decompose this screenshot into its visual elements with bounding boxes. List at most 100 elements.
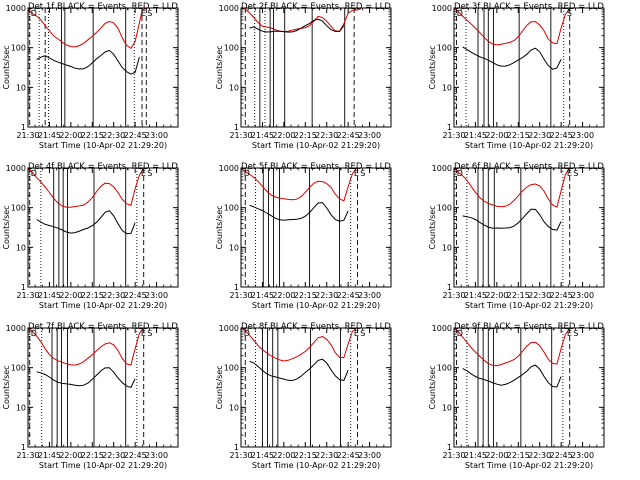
plot-frame — [27, 327, 179, 448]
x-tick-label: 21:30 — [16, 451, 39, 460]
x-tick-label: 21:45 — [251, 451, 274, 460]
plot-frame — [240, 167, 392, 288]
x-tick-label: 21:45 — [464, 451, 487, 460]
chart-title: Det 4f BLACK = Events, RED = LLD — [28, 162, 178, 172]
x-tick-label: 21:30 — [442, 451, 465, 460]
marker-label: D — [457, 9, 463, 18]
x-tick-label: 22:15 — [81, 451, 104, 460]
plot-frame — [453, 327, 605, 448]
x-tick-label: 22:15 — [294, 131, 317, 140]
x-axis-label: Start Time (10-Apr-02 21:29:20) — [465, 301, 593, 310]
events-series-line — [462, 364, 562, 388]
y-tick-label: 1000 — [6, 4, 26, 13]
y-tick-label: 10 — [16, 403, 26, 412]
x-tick-label: 22:15 — [507, 291, 530, 300]
x-tick-label: 21:45 — [38, 291, 61, 300]
y-axis-label: Counts/sec — [215, 45, 224, 89]
y-tick-label: 1000 — [219, 164, 239, 173]
y-tick-label: 10 — [16, 83, 26, 92]
events-series-line — [462, 208, 562, 231]
y-axis-label: Counts/sec — [2, 205, 11, 249]
chart-title: Det 5f BLACK = Events, RED = LLD — [241, 162, 391, 172]
y-tick-label: 1000 — [432, 164, 452, 173]
x-tick-label: 21:45 — [38, 451, 61, 460]
x-tick-label: 23:00 — [571, 291, 594, 300]
chart-title: Det 9f BLACK = Events, RED = LLD — [454, 322, 604, 332]
chart-title: Det 1f BLACK = Events, RED = LLD — [28, 2, 178, 12]
x-tick-label: 21:30 — [442, 131, 465, 140]
y-tick-label: 100 — [11, 204, 26, 213]
marker-label: E — [141, 169, 146, 178]
y-tick-label: 1000 — [219, 324, 239, 333]
x-tick-label: 22:15 — [81, 291, 104, 300]
y-tick-label: 1 — [234, 283, 239, 292]
x-tick-label: 22:00 — [485, 131, 508, 140]
y-tick-label: 1000 — [432, 324, 452, 333]
x-tick-label: 22:30 — [315, 291, 338, 300]
y-tick-label: 10 — [442, 403, 452, 412]
y-tick-label: 1000 — [219, 4, 239, 13]
x-tick-label: 22:30 — [528, 451, 551, 460]
lld-series-line — [241, 328, 358, 362]
x-tick-label: 23:00 — [571, 451, 594, 460]
x-tick-label: 21:30 — [229, 291, 252, 300]
x-tick-label: 22:30 — [102, 131, 125, 140]
x-tick-label: 22:15 — [294, 291, 317, 300]
marker-label: E — [354, 329, 359, 338]
x-axis-label: Start Time (10-Apr-02 21:29:20) — [465, 461, 593, 470]
x-tick-label: 21:45 — [38, 131, 61, 140]
marker-label: S — [147, 169, 152, 178]
marker-label: S — [573, 329, 578, 338]
x-tick-label: 22:45 — [337, 131, 360, 140]
x-tick-label: 23:00 — [358, 451, 381, 460]
y-tick-label: 1 — [21, 123, 26, 132]
y-tick-label: 100 — [437, 44, 452, 53]
lld-series-line — [454, 328, 571, 367]
x-axis-label: Start Time (10-Apr-02 21:29:20) — [252, 301, 380, 310]
chart-title: Det 3f BLACK = Events, RED = LLD — [454, 2, 604, 12]
chart-title: Det 7f BLACK = Events, RED = LLD — [28, 322, 178, 332]
y-tick-label: 100 — [437, 364, 452, 373]
y-axis-label: Counts/sec — [2, 45, 11, 89]
marker-label: D — [457, 169, 463, 178]
x-tick-label: 22:45 — [337, 291, 360, 300]
marker-label: D — [457, 329, 463, 338]
events-series-line — [36, 49, 140, 75]
x-tick-label: 21:30 — [229, 451, 252, 460]
x-tick-label: 22:45 — [337, 451, 360, 460]
y-tick-label: 1 — [21, 443, 26, 452]
lld-series-line — [28, 168, 145, 208]
plot-frame — [453, 167, 605, 288]
x-tick-label: 22:45 — [124, 291, 147, 300]
x-tick-label: 21:45 — [251, 291, 274, 300]
x-tick-label: 22:00 — [272, 291, 295, 300]
marker-label: E — [141, 9, 146, 18]
y-tick-label: 10 — [16, 243, 26, 252]
chart-title: Det 2f BLACK = Events, RED = LLD — [241, 2, 391, 12]
events-series-line — [249, 18, 345, 33]
lld-series-line — [454, 8, 571, 46]
x-tick-label: 21:30 — [16, 131, 39, 140]
y-tick-label: 1 — [447, 443, 452, 452]
chart-title: Det 8f BLACK = Events, RED = LLD — [241, 322, 391, 332]
x-tick-label: 21:45 — [464, 291, 487, 300]
x-tick-label: 21:30 — [442, 291, 465, 300]
y-tick-label: 100 — [437, 204, 452, 213]
events-series-line — [36, 210, 136, 235]
x-tick-label: 23:00 — [571, 131, 594, 140]
y-axis-label: Counts/sec — [428, 365, 437, 409]
plot-frame — [27, 167, 179, 288]
plot-frame — [27, 7, 179, 128]
x-tick-label: 21:30 — [16, 291, 39, 300]
x-tick-label: 22:00 — [485, 451, 508, 460]
lld-series-line — [28, 328, 144, 366]
marker-label: D — [31, 329, 37, 338]
events-series-line — [36, 367, 136, 389]
